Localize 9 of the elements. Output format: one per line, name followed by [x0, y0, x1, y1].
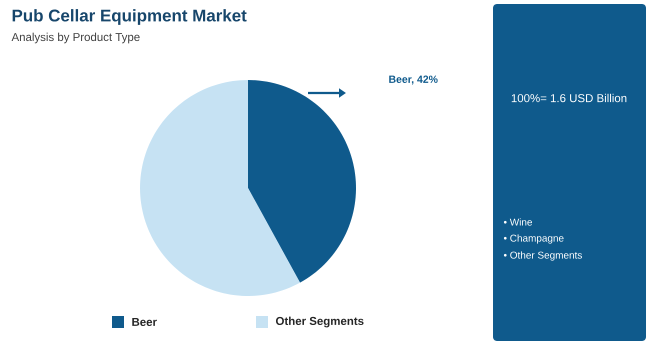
chart-title: Pub Cellar Equipment Market	[12, 9, 247, 25]
text: • Other Segments	[504, 251, 582, 261]
legend-label: Other Segments	[276, 316, 364, 328]
text: • Wine	[504, 218, 532, 226]
text: • Champagne	[504, 234, 564, 244]
legend-label: Beer	[132, 318, 157, 326]
data-label: Beer, 42%	[389, 76, 438, 84]
text: 100%= 1.6 USD Billion	[512, 94, 626, 102]
chart-subtitle: Analysis by Product Type	[12, 32, 140, 44]
